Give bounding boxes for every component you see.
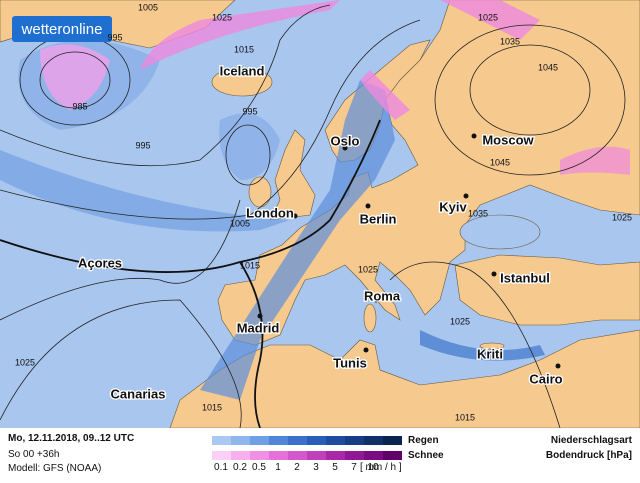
isobar-label: 1035: [500, 36, 520, 46]
map-labels: Iceland Oslo Moscow London Berlin Kyiv Açores I…: [15, 2, 632, 422]
isobar-label: 1015: [240, 260, 260, 270]
city-label: London: [246, 205, 294, 220]
model: Modell: GFS (NOAA): [8, 463, 101, 474]
isobar-label: 1025: [450, 316, 470, 326]
legend-title-2: Bodendruck [hPa]: [546, 450, 632, 461]
city-dot: [373, 297, 379, 303]
scale-label: 5: [332, 462, 338, 473]
run: So 00 +36h: [8, 449, 59, 460]
isobar-label: 1025: [612, 212, 632, 222]
rain-swatch: [383, 436, 402, 445]
scale-label: 7: [351, 462, 357, 473]
legend-scale: 0.1 0.2 0.5 1 2 3 5 7 10: [212, 436, 402, 473]
rain-swatch: [269, 436, 288, 445]
rain-swatch: [326, 436, 345, 445]
isobar-label: 1025: [478, 12, 498, 22]
rain-swatch: [364, 436, 383, 445]
snow-swatch: [231, 451, 250, 460]
city-label: Moscow: [482, 132, 534, 147]
rain-swatch: [345, 436, 364, 445]
snow-swatch: [307, 451, 326, 460]
precipitation: [0, 0, 630, 400]
scale-label: 10: [367, 462, 379, 473]
city-dot: [463, 193, 469, 199]
city-dot: [491, 271, 497, 277]
isobar-label: 995: [107, 32, 122, 42]
isobar-label: 995: [135, 140, 150, 150]
isobar-label: 1045: [490, 157, 510, 167]
logo-box: [12, 16, 112, 42]
city-label: Berlin: [360, 211, 397, 226]
isobar-label: 1035: [468, 208, 488, 218]
isobar-label: 1005: [138, 2, 158, 12]
rain-swatch: [231, 436, 250, 445]
scale-label: 1: [275, 462, 281, 473]
isobar-label: 985: [72, 101, 87, 111]
snow-swatch: [345, 451, 364, 460]
city-label: Tunis: [333, 355, 367, 370]
scale-label: 3: [313, 462, 319, 473]
city-dot: [257, 313, 263, 319]
city-label: Madrid: [237, 320, 280, 335]
city-dot: [555, 363, 561, 369]
rain-swatch: [212, 436, 231, 445]
city-label: Açores: [78, 255, 122, 270]
isobar-label: 1015: [455, 412, 475, 422]
valid-time: Mo, 12.11.2018, 09..12 UTC: [8, 433, 134, 444]
isobar-label: 1025: [358, 264, 378, 274]
city-dot: [471, 133, 477, 139]
city-label: Oslo: [331, 133, 360, 148]
land: [0, 0, 640, 429]
rain-swatch: [250, 436, 269, 445]
snow-swatch: [326, 451, 345, 460]
scale-label: 0.2: [233, 462, 247, 473]
isobar-label: 1015: [202, 402, 222, 412]
city-dot: [365, 203, 371, 209]
city-label: Iceland: [220, 63, 265, 78]
snow-swatch: [250, 451, 269, 460]
legend-title-1: Niederschlagsart: [551, 435, 633, 446]
city-dot: [363, 347, 369, 353]
scale-label: 2: [294, 462, 300, 473]
city-label: Istanbul: [500, 270, 550, 285]
isobar-label: 995: [242, 106, 257, 116]
logo: wetteronline: [21, 21, 103, 38]
scale-label: 0.1: [214, 462, 228, 473]
city-label: Kriti: [477, 346, 503, 361]
isobar-label: 1025: [15, 357, 35, 367]
snow-swatch: [269, 451, 288, 460]
isobar-label: 1025: [212, 12, 232, 22]
snow-swatch: [364, 451, 383, 460]
city-label: Kyiv: [439, 199, 467, 214]
unit: [ mm / h ]: [360, 462, 402, 473]
scale-label: 0.5: [252, 462, 266, 473]
isobar-label: 1005: [230, 218, 250, 228]
snow-swatch: [212, 451, 231, 460]
city-label: Canarias: [111, 386, 166, 401]
city-dot: [342, 145, 348, 151]
rain-swatch: [307, 436, 326, 445]
rain-label: Regen: [408, 435, 439, 446]
snow-swatch: [288, 451, 307, 460]
snow-swatch: [383, 451, 402, 460]
isobar-label: 1045: [538, 62, 558, 72]
city-label: Roma: [364, 288, 401, 303]
rain-swatch: [288, 436, 307, 445]
city-label: Cairo: [529, 371, 562, 386]
snow-label: Schnee: [408, 450, 444, 461]
isobars: [0, 4, 626, 429]
isobar-1015: [0, 119, 381, 429]
city-dot: [292, 213, 298, 219]
isobar-label: 1015: [234, 44, 254, 54]
